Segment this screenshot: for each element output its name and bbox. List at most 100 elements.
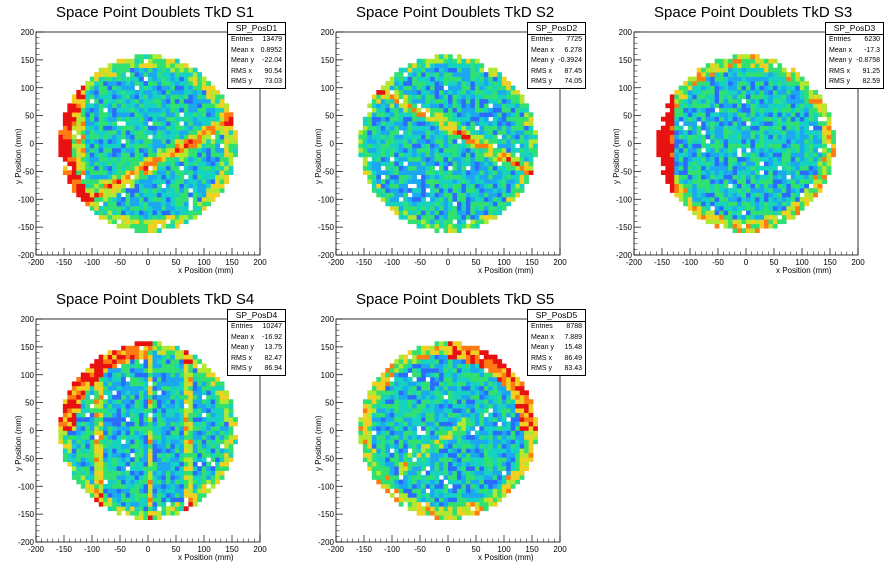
heatmap-bin [179, 134, 185, 140]
heatmap-bin [152, 214, 158, 220]
heatmap-bin [67, 130, 73, 135]
heatmap-bin [412, 134, 417, 140]
heatmap-bin [737, 130, 742, 135]
heatmap-bin [719, 76, 724, 82]
heatmap-bin [89, 412, 95, 418]
stats-row: RMS y 73.03 [228, 77, 285, 88]
heatmap-bin [179, 192, 185, 198]
heatmap-bin [425, 81, 431, 86]
heatmap-bin [161, 497, 167, 503]
heatmap-bin [197, 448, 203, 454]
heatmap-bin [669, 188, 675, 193]
heatmap-bin [380, 156, 386, 162]
heatmap-bin [143, 103, 149, 109]
heatmap-bin [156, 417, 162, 422]
heatmap-bin [125, 81, 131, 86]
heatmap-bin [492, 103, 498, 109]
heatmap-bin [407, 130, 413, 135]
heatmap-bin [461, 98, 467, 104]
heatmap-bin [754, 205, 760, 211]
heatmap-bin [817, 134, 823, 140]
heatmap-bin [116, 156, 122, 162]
heatmap-plot: -200 -150 -100 -50 0 50 100 150 200-200-150-100-… [314, 28, 567, 275]
heatmap-bin [139, 205, 144, 211]
heatmap-bin [746, 112, 751, 118]
heatmap-bin [813, 89, 818, 95]
heatmap-bin [210, 121, 216, 126]
heatmap-bin [152, 201, 158, 207]
heatmap-bin [183, 192, 189, 198]
heatmap-bin [67, 403, 73, 409]
heatmap-bin [421, 134, 426, 140]
heatmap-bin [723, 201, 729, 207]
heatmap-bin [380, 152, 386, 158]
heatmap-bin [371, 179, 377, 184]
heatmap-bin [430, 125, 435, 131]
heatmap-bin [156, 219, 162, 225]
heatmap-bin [425, 67, 431, 73]
heatmap-bin [179, 152, 185, 158]
heatmap-bin [219, 125, 225, 131]
heatmap-bin [188, 492, 194, 498]
heatmap-bin [197, 492, 203, 498]
heatmap-bin [470, 139, 476, 144]
heatmap-bin [701, 94, 706, 100]
heatmap-bin [94, 394, 100, 400]
heatmap-bin [497, 89, 503, 95]
heatmap-bin [161, 426, 167, 431]
heatmap-bin [94, 174, 100, 180]
heatmap-bin [394, 201, 400, 207]
heatmap-bin [795, 188, 801, 193]
heatmap-bin [161, 174, 167, 180]
heatmap-bin [746, 223, 751, 229]
heatmap-bin [723, 214, 729, 220]
heatmap-bin [474, 188, 480, 193]
heatmap-bin [728, 174, 733, 180]
heatmap-bin [425, 116, 431, 122]
heatmap-bin [362, 156, 368, 162]
heatmap-bin [94, 183, 100, 189]
heatmap-bin [497, 130, 503, 135]
heatmap-bin [134, 188, 140, 193]
heatmap-bin [416, 210, 422, 216]
heatmap-bin [170, 354, 176, 360]
heatmap-bin [746, 205, 751, 211]
heatmap-bin [412, 81, 417, 86]
heatmap-bin [483, 143, 489, 149]
heatmap-bin [389, 125, 395, 131]
heatmap-bin [448, 112, 453, 118]
heatmap-bin [772, 76, 778, 82]
heatmap-bin [660, 143, 666, 149]
heatmap-bin [759, 67, 765, 73]
heatmap-bin [376, 139, 382, 144]
heatmap-bin [121, 381, 126, 387]
heatmap-bin [804, 197, 810, 202]
heatmap-bin [165, 461, 171, 467]
heatmap-bin [701, 210, 706, 216]
heatmap-bin [228, 143, 234, 149]
heatmap-bin [465, 214, 471, 220]
x-tick-label: -50 [414, 258, 426, 267]
heatmap-bin [148, 466, 153, 471]
heatmap-bin [678, 98, 684, 104]
heatmap-bin [412, 125, 417, 131]
heatmap-bin [723, 103, 729, 109]
heatmap-bin [799, 107, 805, 113]
heatmap-bin [80, 439, 86, 445]
heatmap-bin [170, 466, 176, 471]
heatmap-bin [121, 488, 126, 494]
heatmap-bin [116, 484, 122, 489]
heatmap-bin [143, 492, 149, 498]
heatmap-bin [692, 210, 698, 216]
heatmap-bin [687, 116, 693, 122]
heatmap-bin [665, 156, 671, 162]
heatmap-bin [488, 205, 494, 211]
heatmap-bin [501, 179, 507, 184]
heatmap-bin [416, 139, 422, 144]
heatmap-bin [116, 497, 122, 503]
heatmap-bin [430, 130, 435, 135]
heatmap-bin [139, 443, 144, 449]
heatmap-bin [134, 475, 140, 480]
heatmap-bin [746, 192, 751, 198]
heatmap-bin [76, 143, 82, 149]
